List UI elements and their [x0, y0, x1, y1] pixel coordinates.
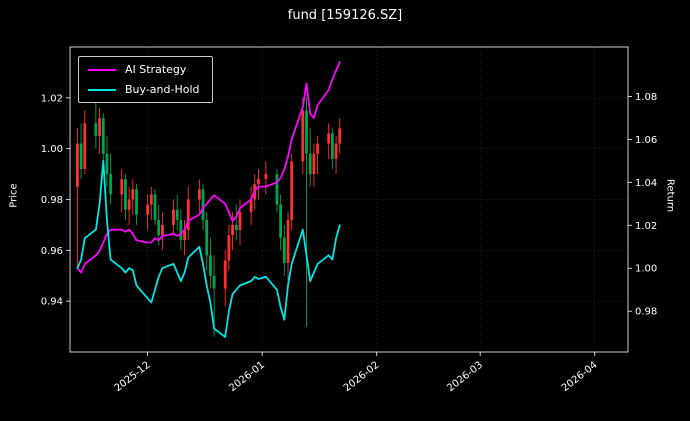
candle-body [109, 174, 113, 195]
y-tick-label-right: 1.04 [635, 178, 657, 189]
candle-body [153, 194, 157, 220]
buy-and-hold-line-swatch [88, 88, 116, 91]
candle-body [212, 275, 216, 289]
y-tick-label-left: 0.98 [41, 195, 63, 206]
candle-body [308, 153, 312, 175]
y-tick-label-right: 0.98 [635, 307, 657, 318]
candle-body [149, 194, 153, 205]
y-tick-label-left: 0.94 [41, 297, 63, 308]
candle-body [312, 153, 316, 175]
x-tick-label: 2026-01 [227, 360, 267, 394]
candle-body [330, 133, 334, 159]
candle-body [83, 123, 87, 169]
candle-body [275, 174, 279, 205]
candle-body [238, 212, 242, 230]
candle-body [209, 255, 212, 276]
candle-body [249, 199, 253, 213]
y-tick-label-right: 1.02 [635, 221, 657, 232]
candle-body [75, 143, 79, 187]
candle-body [286, 219, 290, 264]
candle-body [124, 179, 127, 210]
candle-body [160, 224, 164, 236]
candle-body [279, 204, 283, 238]
candle-body [282, 237, 286, 264]
candle-body [135, 189, 138, 215]
candle-body [205, 219, 209, 256]
legend-label: Buy-and-Hold [125, 83, 200, 96]
candle-body [290, 161, 294, 220]
candle-body [186, 199, 190, 230]
candle-body [146, 204, 150, 215]
y-tick-label-right: 1.08 [635, 92, 657, 103]
candle-body [183, 230, 186, 241]
candle-body [257, 179, 260, 185]
candle-body [94, 123, 98, 136]
candle-body [120, 179, 124, 195]
candle-body [327, 133, 331, 144]
candle-body [301, 110, 305, 162]
candle-body [79, 143, 83, 169]
candle-body [234, 224, 238, 230]
candle-body [201, 189, 205, 220]
candle-body [316, 143, 319, 154]
buy-and-hold-line [76, 159, 341, 338]
candle-body [227, 235, 231, 261]
candle-body [264, 174, 268, 180]
candle-body [197, 189, 201, 200]
x-tick-label: 2026-03 [445, 360, 485, 394]
candle-body [338, 128, 342, 144]
y-tick-label-right: 1.00 [635, 264, 657, 275]
candle-body [101, 118, 105, 154]
candle-body [179, 219, 183, 241]
legend-entry-buy-and-hold: Buy-and-Hold [88, 84, 200, 95]
legend: AI Strategy Buy-and-Hold [78, 56, 213, 103]
left-axis-label: Price [8, 183, 20, 208]
candle-body [305, 110, 308, 154]
candle-body [223, 260, 227, 289]
x-tick-label: 2025-12 [113, 360, 153, 394]
candle-body [231, 224, 234, 236]
candle-body [105, 153, 109, 175]
candle-body [175, 209, 179, 220]
x-tick-label: 2026-02 [342, 360, 382, 394]
candle-body [334, 143, 338, 159]
y-tick-label-left: 1.02 [41, 93, 63, 104]
ai-strategy-line [76, 61, 341, 274]
y-tick-label-left: 1.00 [41, 144, 63, 155]
candle-body [127, 199, 131, 210]
legend-label: AI Strategy [125, 63, 187, 76]
ai-strategy-line-swatch [88, 68, 116, 71]
right-axis-label: Return [664, 178, 676, 213]
chart-title: fund [159126.SZ] [287, 8, 403, 23]
legend-entry-ai-strategy: AI Strategy [88, 64, 200, 75]
candle-body [157, 219, 161, 236]
y-tick-label-right: 1.06 [635, 135, 657, 146]
candle-body [98, 118, 101, 136]
y-tick-label-left: 0.96 [41, 246, 63, 257]
candle-body [131, 189, 135, 200]
candle-body [172, 209, 175, 225]
x-tick-label: 2026-04 [560, 360, 600, 394]
